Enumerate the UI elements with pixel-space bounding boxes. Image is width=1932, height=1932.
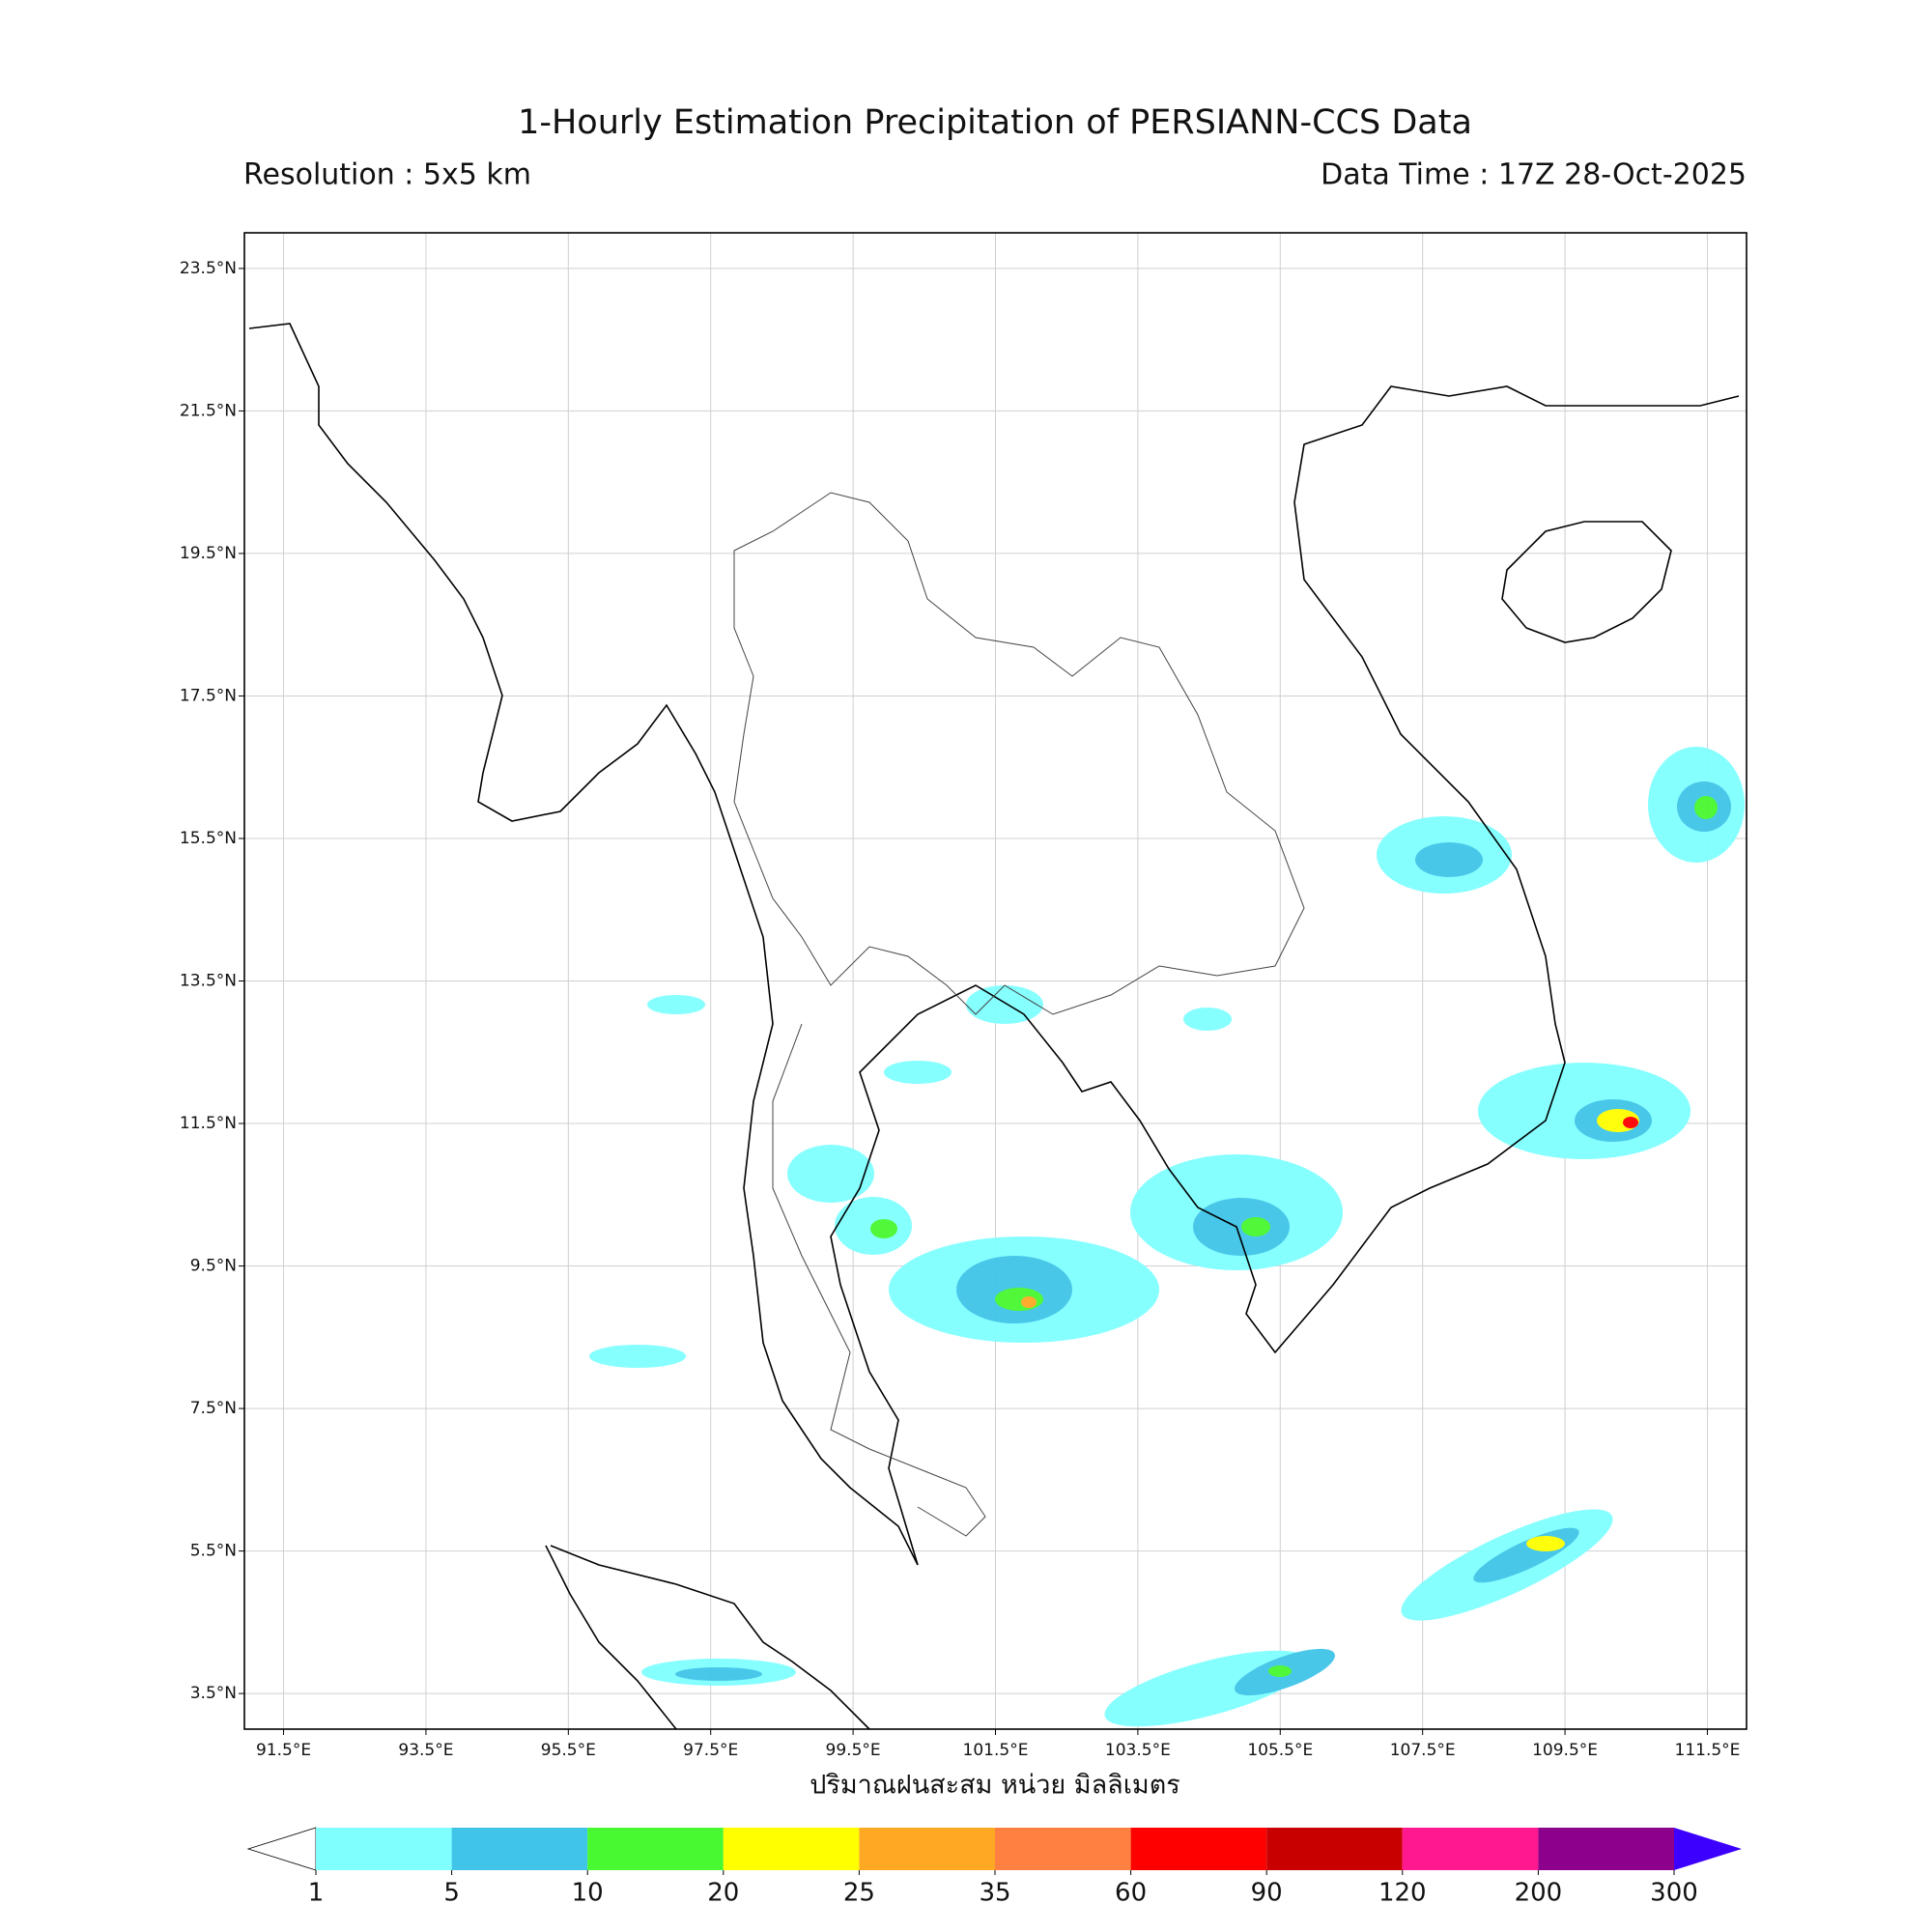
grid — [244, 233, 1747, 1729]
resolution: Resolution : 5x5 km — [243, 158, 531, 192]
rain-area — [647, 995, 705, 1014]
coastline — [248, 323, 919, 1566]
y-tick-label: 17.5°N — [180, 686, 237, 705]
borders — [733, 492, 1305, 1537]
colorbar-label: 35 — [979, 1879, 1010, 1908]
colorbar-label: 300 — [1650, 1879, 1698, 1908]
colorbar-label: 5 — [443, 1879, 460, 1908]
rain-area — [966, 985, 1043, 1024]
colorbar-segment — [1402, 1828, 1539, 1870]
colorbar-segment — [587, 1828, 724, 1870]
x-tick-label: 101.5°E — [963, 1741, 1029, 1760]
colorbar-segment — [1538, 1828, 1674, 1870]
colorbar-segment — [859, 1828, 995, 1870]
colorbar-label: 25 — [843, 1879, 875, 1908]
x-tick-label: 95.5°E — [541, 1741, 596, 1760]
colorbar-label: 200 — [1515, 1879, 1563, 1908]
rain-area — [1183, 1008, 1232, 1031]
rain-area — [787, 1145, 874, 1203]
coastline — [830, 385, 1740, 1566]
coastline — [550, 1545, 870, 1730]
rain-area — [1415, 842, 1483, 877]
x-tick-label: 99.5°E — [826, 1741, 881, 1760]
x-tick-label: 111.5°E — [1675, 1741, 1741, 1760]
island — [1501, 521, 1672, 643]
colorbar-segment — [451, 1828, 588, 1870]
coastline — [545, 1545, 677, 1730]
x-tick-label: 91.5°E — [256, 1741, 311, 1760]
colorbar-label: 20 — [707, 1879, 739, 1908]
rain-area — [1623, 1117, 1638, 1128]
y-tick-label: 13.5°N — [180, 972, 237, 991]
colorbar-segment — [995, 1828, 1131, 1870]
x-tick-label: 107.5°E — [1390, 1741, 1456, 1760]
rain-area — [1268, 1665, 1292, 1677]
colorbar-segment — [1130, 1828, 1267, 1870]
colorbar-label: 120 — [1378, 1879, 1427, 1908]
coastlines — [248, 323, 1740, 1730]
colorbar: 1 5 10 20 25 35 60 90 120 200 300 — [246, 1827, 1742, 1908]
x-tick-label: 97.5°E — [683, 1741, 738, 1760]
rain-area — [1241, 1217, 1270, 1236]
x-tick-label: 105.5°E — [1247, 1741, 1313, 1760]
y-tick-label: 9.5°N — [190, 1257, 237, 1276]
y-tick-label: 15.5°N — [180, 829, 237, 848]
x-tick-label: 93.5°E — [398, 1741, 453, 1760]
data-time: Data Time : 17Z 28-Oct-2025 — [1321, 158, 1747, 192]
colorbar-label: 90 — [1251, 1879, 1283, 1908]
title: 1-Hourly Estimation Precipitation of PER… — [518, 103, 1472, 142]
x-axis-label: ปริมาณฝนสะสม หน่วย มิลลิเมตร — [810, 1771, 1180, 1801]
thailand-border — [772, 1023, 986, 1537]
y-tick-label: 3.5°N — [190, 1684, 237, 1703]
colorbar-under — [246, 1827, 317, 1871]
y-tick-label: 19.5°N — [180, 544, 237, 563]
colorbar-label: 10 — [572, 1879, 604, 1908]
rain-area — [995, 1288, 1043, 1311]
x-tick-label: 109.5°E — [1532, 1741, 1598, 1760]
rain-area — [884, 1061, 952, 1084]
y-tick-label: 21.5°N — [180, 401, 237, 420]
thailand-border — [733, 492, 1305, 1015]
y-tick-label: 23.5°N — [180, 259, 237, 278]
colorbar-segment — [316, 1828, 452, 1870]
rain-area — [589, 1345, 686, 1368]
rain-area — [1526, 1536, 1565, 1551]
colorbar-over — [1674, 1828, 1742, 1870]
y-tick-label: 5.5°N — [190, 1542, 237, 1561]
colorbar-label: 60 — [1115, 1879, 1147, 1908]
rain-area — [1021, 1296, 1037, 1308]
x-tick-label: 103.5°E — [1105, 1741, 1171, 1760]
rain-area — [1694, 796, 1718, 819]
colorbar-segment — [1266, 1828, 1403, 1870]
colorbar-segment — [723, 1828, 860, 1870]
rain-area — [675, 1667, 762, 1681]
rain-area — [870, 1219, 897, 1238]
y-tick-label: 7.5°N — [190, 1399, 237, 1418]
y-tick-label: 11.5°N — [180, 1114, 237, 1133]
colorbar-label: 1 — [308, 1879, 325, 1908]
rain-areas — [589, 747, 1745, 1727]
